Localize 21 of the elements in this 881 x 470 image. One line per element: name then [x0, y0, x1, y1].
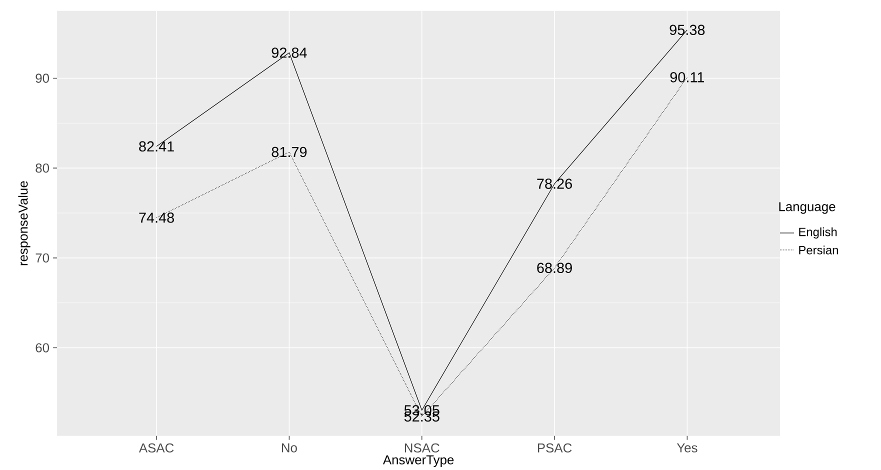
data-label: 74.48: [139, 212, 174, 223]
x-tick-label: NSAC: [404, 443, 440, 453]
data-label: 81.79: [272, 146, 307, 158]
data-label: 90.11: [670, 72, 704, 82]
data-label: 82.41: [139, 141, 174, 152]
y-tick-label: 60: [36, 343, 50, 352]
legend-title: Language: [779, 202, 836, 214]
data-label: 95.38: [670, 24, 705, 36]
y-tick-label: 90: [36, 74, 50, 83]
x-tick-label: PSAC: [538, 443, 572, 453]
data-label: 68.89: [537, 262, 572, 274]
data-label: 92.84: [272, 48, 307, 58]
legend-label: Persian: [799, 246, 838, 254]
y-tick-label: 70: [36, 253, 50, 263]
y-tick-label: 80: [36, 163, 50, 173]
x-tick-label: No: [282, 443, 297, 452]
x-tick-label: Yes: [676, 443, 698, 452]
y-axis-title: responseValue: [18, 181, 30, 266]
x-axis-title: AnswerType: [382, 455, 454, 467]
x-tick-label: ASAC: [138, 443, 174, 453]
legend-label: English: [799, 227, 837, 239]
